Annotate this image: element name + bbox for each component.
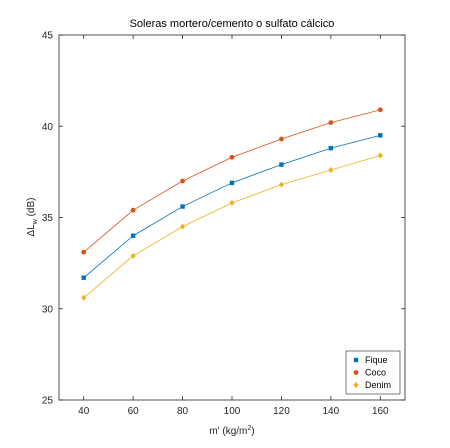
data-point-fique (130, 233, 136, 238)
x-axis-label: m' (kg/m2) (209, 425, 254, 437)
x-tick-label: 160 (372, 406, 389, 417)
x-tick-label: 60 (128, 406, 140, 417)
x-tick-label: 140 (323, 406, 340, 417)
legend-label-coco: Coco (365, 368, 386, 378)
x-axis: 40 60 80 100 120 140 160 (78, 35, 389, 417)
legend-marker-denim (353, 382, 359, 388)
y-axis-label-subscript: w (32, 218, 39, 225)
data-point-coco (229, 154, 235, 160)
data-point-fique (378, 133, 383, 138)
plot-area (58, 34, 406, 401)
x-axis-label-prefix: m' (kg/m (209, 426, 247, 437)
data-point-denim (278, 181, 285, 188)
data-point-fique (180, 204, 185, 209)
chart-title: Soleras mortero/cemento o sulfato cálcic… (130, 18, 335, 30)
data-point-coco (328, 120, 334, 125)
x-tick-label: 120 (273, 406, 290, 417)
x-axis-label-suffix: ) (251, 426, 254, 437)
data-point-fique (229, 180, 235, 186)
x-tick-label: 80 (177, 406, 189, 417)
y-axis-label-suffix: (dB) (26, 198, 37, 220)
data-point-fique (328, 145, 334, 151)
series-layer (81, 107, 383, 301)
x-tick-label: 100 (224, 406, 241, 417)
x-tick-label: 40 (78, 406, 90, 417)
legend-label-fique: Fique (365, 355, 388, 365)
y-tick-label: 40 (42, 122, 54, 133)
y-axis-label-prefix: ΔL (26, 224, 37, 237)
legend-label-denim: Denim (365, 380, 391, 390)
data-point-denim (179, 223, 186, 230)
y-tick-label: 45 (42, 31, 54, 42)
data-point-coco (130, 207, 136, 213)
data-point-denim (229, 199, 235, 206)
legend: Fique Coco Denim (345, 350, 401, 395)
x-axis-label-superscript: 2 (247, 425, 251, 432)
y-tick-label: 35 (42, 213, 54, 224)
y-tick-label: 30 (42, 304, 54, 315)
y-axis-label: ΔLw (dB) (26, 198, 39, 237)
data-point-coco (279, 136, 284, 142)
y-axis: 25 30 35 40 45 (42, 31, 405, 407)
data-point-denim (328, 167, 334, 174)
legend-marker-fique (353, 357, 359, 363)
data-point-denim (130, 252, 136, 259)
legend-marker-coco (353, 370, 359, 375)
data-point-fique (279, 162, 284, 167)
y-tick-label: 25 (42, 396, 54, 407)
data-point-denim (81, 294, 87, 301)
data-point-fique (81, 275, 86, 280)
data-point-coco (377, 107, 383, 113)
data-point-denim (377, 152, 383, 159)
data-point-coco (81, 249, 87, 255)
data-point-coco (180, 178, 185, 184)
